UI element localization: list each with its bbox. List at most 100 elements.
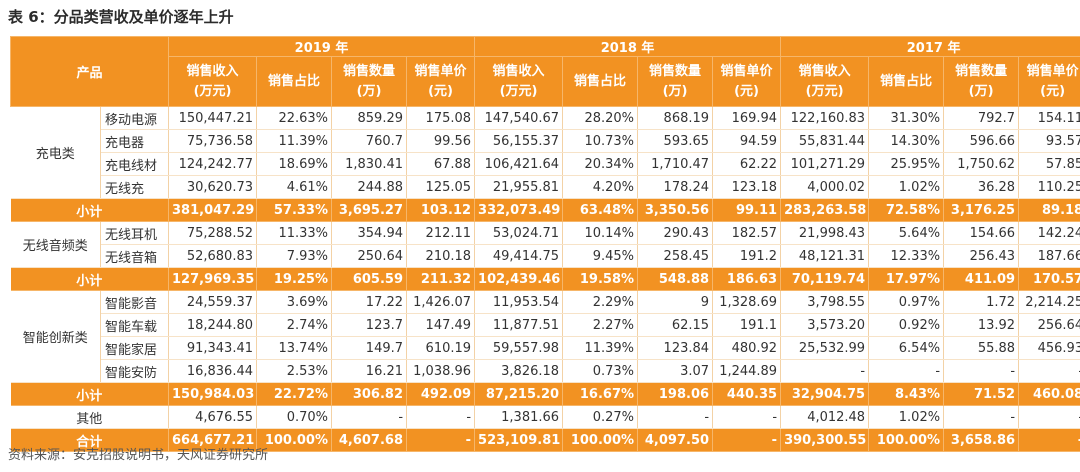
year-header: 2017 年 — [780, 36, 1080, 57]
table-cell: 67.88 — [406, 152, 476, 176]
table-cell: 154.11 — [1018, 106, 1080, 130]
table-cell: 0.73% — [562, 359, 639, 383]
table-cell: 6.54% — [868, 336, 945, 360]
table-cell: 106,421.64 — [474, 152, 564, 176]
subtotal-label: 小计 — [10, 382, 170, 406]
table-cell: 2.27% — [562, 313, 639, 337]
table-cell: 99.56 — [406, 129, 476, 153]
table-cell: 0.70% — [256, 405, 333, 429]
table-cell: 3,350.56 — [637, 198, 714, 222]
table-cell: 24,559.37 — [168, 290, 258, 314]
total-row: 合计 664,677.21 100.00% 4,607.68-523,109.81 10… — [10, 428, 1080, 452]
metric-unit: (元) — [734, 83, 759, 99]
table-cell: 191.2 — [712, 244, 782, 268]
metric-header: 销售单价 (元) — [406, 56, 476, 107]
table-cell: - — [1018, 359, 1080, 383]
total-label: 合计 — [10, 428, 170, 452]
subcategory-label: 无线耳机 — [100, 221, 170, 245]
table-cell: 250.64 — [331, 244, 408, 268]
metric-label: 销售占比 — [880, 73, 933, 89]
table-cell: 18,244.80 — [168, 313, 258, 337]
metric-label: 销售单价 — [414, 63, 467, 79]
subcategory-label: 智能安防 — [100, 359, 170, 383]
table-cell: 198.06 — [637, 382, 714, 406]
metric-header: 销售占比 — [562, 56, 639, 107]
metric-label: 销售数量 — [343, 63, 396, 79]
table-cell: 256.64 — [1018, 313, 1080, 337]
table-cell: 11,877.51 — [474, 313, 564, 337]
table-cell: - — [780, 359, 870, 383]
table-cell: 123.18 — [712, 175, 782, 199]
table-cell: 87,215.20 — [474, 382, 564, 406]
table-cell: 4,012.48 — [780, 405, 870, 429]
table-cell: 53,024.71 — [474, 221, 564, 245]
table-cell: 142.24 — [1018, 221, 1080, 245]
other-row: 其他 4,676.55 0.70% - -1,381.66 0.27% - -4,012.48… — [10, 405, 1080, 429]
table-cell: 94.59 — [712, 129, 782, 153]
table-cell: 8.43% — [868, 382, 945, 406]
table-cell: - — [637, 405, 714, 429]
table-cell: 2.53% — [256, 359, 333, 383]
table-cell: 12.33% — [868, 244, 945, 268]
table-row: 智能家居 91,343.41 13.74% 149.7 610.19 59,557.98 1… — [11, 336, 1080, 360]
table-row: 智能车载 18,244.80 2.74% 123.7 147.49 11,877.51 2.… — [11, 313, 1080, 337]
table-cell: 1,710.47 — [637, 152, 714, 176]
table-cell: 123.84 — [637, 336, 714, 360]
subcategory-label: 无线音箱 — [100, 244, 170, 268]
table-cell: 123.7 — [331, 313, 408, 337]
table-cell: 13.74% — [256, 336, 333, 360]
table-cell: 3,573.20 — [780, 313, 870, 337]
subcategory-label: 移动电源 — [100, 106, 170, 130]
year-header: 2018 年 — [474, 36, 782, 57]
metric-header: 销售收入 (万元) — [168, 56, 258, 107]
table-cell: 110.25 — [1018, 175, 1080, 199]
metric-header: 销售单价 (元) — [712, 56, 782, 107]
table-title: 表 6：分品类营收及单价逐年上升 — [8, 8, 234, 26]
metric-unit: (万元) — [499, 83, 538, 99]
table-cell: 1,750.62 — [943, 152, 1020, 176]
table-cell: 124,242.77 — [168, 152, 258, 176]
table-cell: 11.33% — [256, 221, 333, 245]
table-cell: - — [712, 428, 782, 452]
table-cell: 3,826.18 — [474, 359, 564, 383]
revenue-table: 产品 2019 年 2018 年 2017 年 销售收入 (万元) 销售占比 销售数量… — [9, 36, 1080, 452]
table-cell: 0.97% — [868, 290, 945, 314]
metric-unit: (万元) — [193, 83, 232, 99]
table-cell: 456.93 — [1018, 336, 1080, 360]
category-label: 智能创新类 — [10, 290, 101, 383]
table-cell: 72.58% — [868, 198, 945, 222]
table-cell: 3,658.86 — [943, 428, 1020, 452]
table-cell: 101,271.29 — [780, 152, 870, 176]
subtotal-row: 小计 127,969.35 19.25% 605.59 211.32 102,439.46… — [10, 267, 1080, 291]
table-cell: 11.39% — [256, 129, 333, 153]
table-cell: 191.1 — [712, 313, 782, 337]
table-cell: 593.65 — [637, 129, 714, 153]
table-cell: 21,998.43 — [780, 221, 870, 245]
subcategory-label: 智能车载 — [100, 313, 170, 337]
table-row: 智能创新类 智能影音 24,559.37 3.69% 17.22 1,426.07 11,9… — [10, 290, 1080, 383]
category-label: 无线音频类 — [10, 221, 101, 268]
subtotal-row: 小计 150,984.03 22.72% 306.82 492.09 87,215.20 1… — [10, 382, 1080, 406]
table-cell: 4,097.50 — [637, 428, 714, 452]
table-row: 充电类 移动电源 150,447.21 22.63% 859.29 175.08 147,5… — [10, 106, 1080, 199]
table-cell: 56,155.37 — [474, 129, 564, 153]
table-cell: 93.57 — [1018, 129, 1080, 153]
table-cell: 21,955.81 — [474, 175, 564, 199]
table-cell: 170.57 — [1018, 267, 1080, 291]
table-cell: 10.14% — [562, 221, 639, 245]
table-cell: 3,798.55 — [780, 290, 870, 314]
table-cell: - — [943, 405, 1020, 429]
table-cell: 55,831.44 — [780, 129, 870, 153]
table-cell: 62.22 — [712, 152, 782, 176]
table-cell: 290.43 — [637, 221, 714, 245]
subcategory-label: 智能家居 — [100, 336, 170, 360]
table-cell: 20.34% — [562, 152, 639, 176]
table-cell: 71.52 — [943, 382, 1020, 406]
table-cell: 868.19 — [637, 106, 714, 130]
table-cell: 16.21 — [331, 359, 408, 383]
table-cell: 1,830.41 — [331, 152, 408, 176]
table-cell: 4.61% — [256, 175, 333, 199]
table-cell: 1.02% — [868, 405, 945, 429]
table-cell: - — [712, 405, 782, 429]
table-cell: 332,073.49 — [474, 198, 564, 222]
